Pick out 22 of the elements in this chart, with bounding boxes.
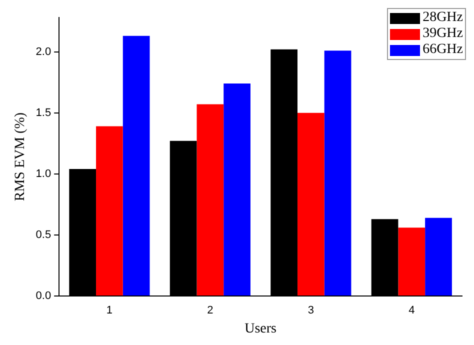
x-tick-label: 2 [207,304,214,317]
bar [297,112,324,296]
y-axis-title: RMS EVM (%) [13,112,28,202]
legend-label: 39GHz [422,26,463,42]
y-tick-label: 0.5 [36,228,52,241]
y-tick-label: 2.0 [36,46,52,58]
bar [196,104,224,296]
y-tick-label: 1.5 [36,106,52,119]
x-tick-label: 4 [408,304,415,317]
y-tick-label: 1.0 [36,168,52,180]
y-tick-label: 0.0 [36,290,52,302]
x-tick-label: 1 [106,304,113,317]
bar [425,218,452,296]
legend-label: 66GHz [422,42,463,58]
legend-label: 28GHz [422,10,463,26]
x-tick-label: 3 [308,304,314,317]
bar [224,84,250,296]
bar [122,36,150,296]
bar [324,50,352,296]
x-axis-title: Users [244,321,276,336]
bar [96,126,123,296]
bar [398,228,426,296]
